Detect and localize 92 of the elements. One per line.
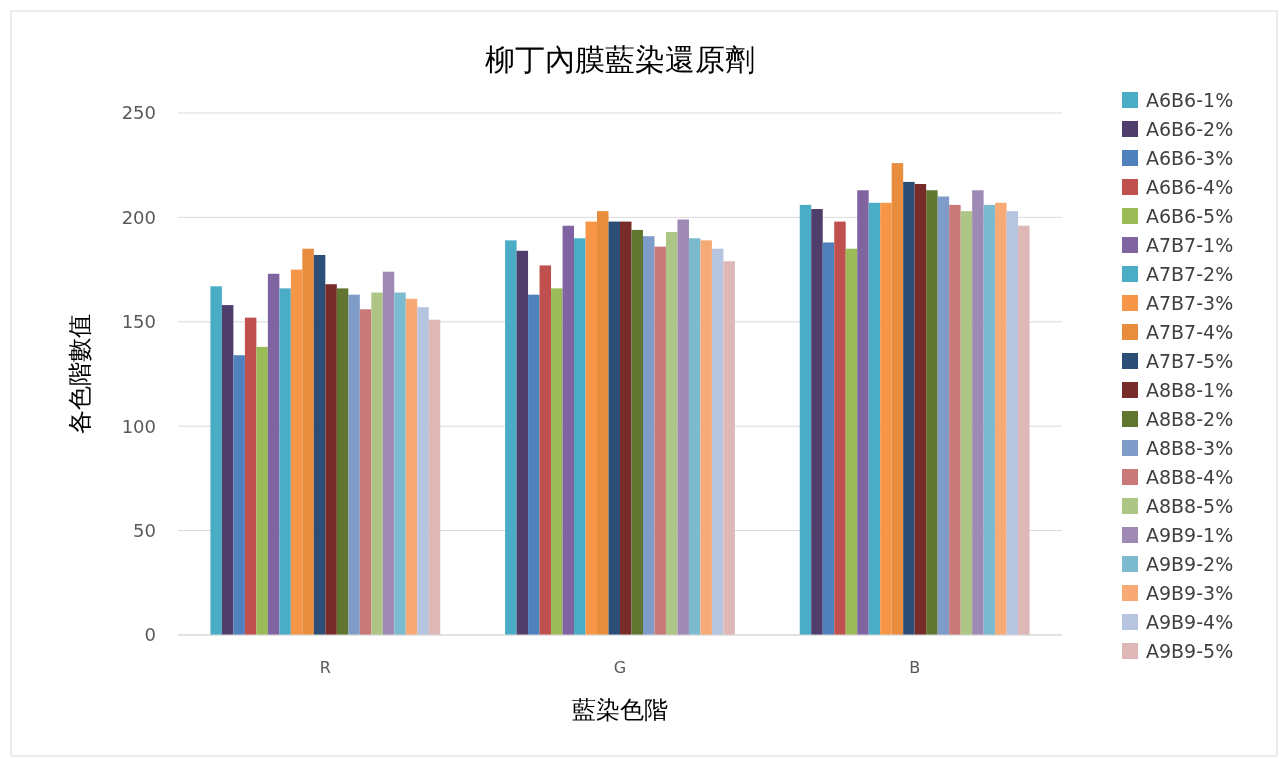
bar xyxy=(417,307,429,635)
legend-label: A8B8-3% xyxy=(1146,436,1234,459)
bar xyxy=(880,202,892,635)
bar xyxy=(516,250,529,635)
bar xyxy=(665,232,678,635)
legend-label: A7B7-5% xyxy=(1146,349,1234,372)
x-axis-title: 藍染色階 xyxy=(572,696,668,724)
bar xyxy=(505,240,517,635)
x-tick-label: G xyxy=(613,658,627,677)
bar xyxy=(1006,211,1019,635)
bar xyxy=(631,229,643,635)
bar xyxy=(267,273,280,635)
y-tick-label: 250 xyxy=(121,102,156,124)
bar xyxy=(845,248,858,635)
bar xyxy=(608,221,620,635)
bar xyxy=(972,190,984,635)
y-tick-label: 100 xyxy=(121,415,156,437)
bar xyxy=(348,294,360,635)
y-tick-label: 0 xyxy=(144,624,156,646)
bar xyxy=(221,305,234,635)
bar xyxy=(857,190,869,635)
legend-label: A6B6-4% xyxy=(1146,175,1234,198)
bar xyxy=(428,319,441,635)
bar xyxy=(279,288,291,635)
legend-label: A8B8-2% xyxy=(1146,407,1234,430)
bar xyxy=(903,181,915,635)
bar xyxy=(210,286,222,635)
bar xyxy=(926,190,938,635)
bar xyxy=(394,292,406,635)
bar xyxy=(233,355,245,635)
bar xyxy=(937,196,950,635)
bar xyxy=(914,183,927,635)
bar xyxy=(620,221,632,635)
bar xyxy=(983,204,996,635)
bar xyxy=(834,221,846,635)
legend-label: A8B8-4% xyxy=(1146,465,1234,488)
bar xyxy=(868,202,881,635)
bar xyxy=(1018,225,1030,635)
y-tick-label: 200 xyxy=(121,206,156,228)
x-tick-label: B xyxy=(909,658,921,677)
bar xyxy=(313,254,326,635)
bar xyxy=(244,317,257,635)
x-tick-label: R xyxy=(319,658,331,677)
bar xyxy=(325,284,337,635)
bar xyxy=(799,204,812,635)
bar xyxy=(405,298,418,635)
legend-label: A9B9-3% xyxy=(1146,581,1234,604)
bar xyxy=(995,202,1007,635)
bar xyxy=(723,261,735,635)
bar xyxy=(642,236,655,635)
bar xyxy=(960,211,973,635)
bar xyxy=(256,346,268,635)
bar xyxy=(700,240,712,635)
legend-label: A9B9-2% xyxy=(1146,552,1234,575)
bar xyxy=(302,248,314,635)
bar xyxy=(891,163,904,635)
legend-label: A7B7-1% xyxy=(1146,233,1234,256)
y-axis-title: 各色階數值 xyxy=(66,314,94,434)
legend-label: A8B8-5% xyxy=(1146,494,1234,517)
bar xyxy=(551,288,563,635)
bar xyxy=(585,221,598,635)
legend-label: A6B6-3% xyxy=(1146,146,1234,169)
legend-label: A9B9-5% xyxy=(1146,639,1234,662)
bar xyxy=(371,292,383,635)
legend-label: A6B6-2% xyxy=(1146,117,1234,140)
bar xyxy=(359,309,372,635)
bar xyxy=(654,246,666,635)
y-tick-label: 150 xyxy=(121,311,156,333)
legend-label: A9B9-1% xyxy=(1146,523,1234,546)
bar xyxy=(290,269,303,635)
bar xyxy=(711,248,724,635)
legend-label: A8B8-1% xyxy=(1146,378,1234,401)
bar xyxy=(597,211,609,635)
bar xyxy=(539,265,552,635)
bar xyxy=(822,242,835,635)
bar xyxy=(949,204,961,635)
bar xyxy=(574,238,586,635)
legend-label: A6B6-1% xyxy=(1146,88,1234,111)
bar xyxy=(688,238,701,635)
bar xyxy=(811,209,823,635)
bar xyxy=(562,225,575,635)
legend-label: A7B7-2% xyxy=(1146,262,1234,285)
legend-label: A9B9-4% xyxy=(1146,610,1234,633)
bar xyxy=(528,294,540,635)
chart-title: 柳丁內膜藍染還原劑 xyxy=(485,42,755,77)
bar xyxy=(382,271,395,635)
bar xyxy=(336,288,349,635)
legend-label: A7B7-4% xyxy=(1146,320,1234,343)
legend-label: A7B7-3% xyxy=(1146,291,1234,314)
bar xyxy=(677,219,689,635)
y-tick-label: 50 xyxy=(133,519,156,541)
legend-label: A6B6-5% xyxy=(1146,204,1234,227)
